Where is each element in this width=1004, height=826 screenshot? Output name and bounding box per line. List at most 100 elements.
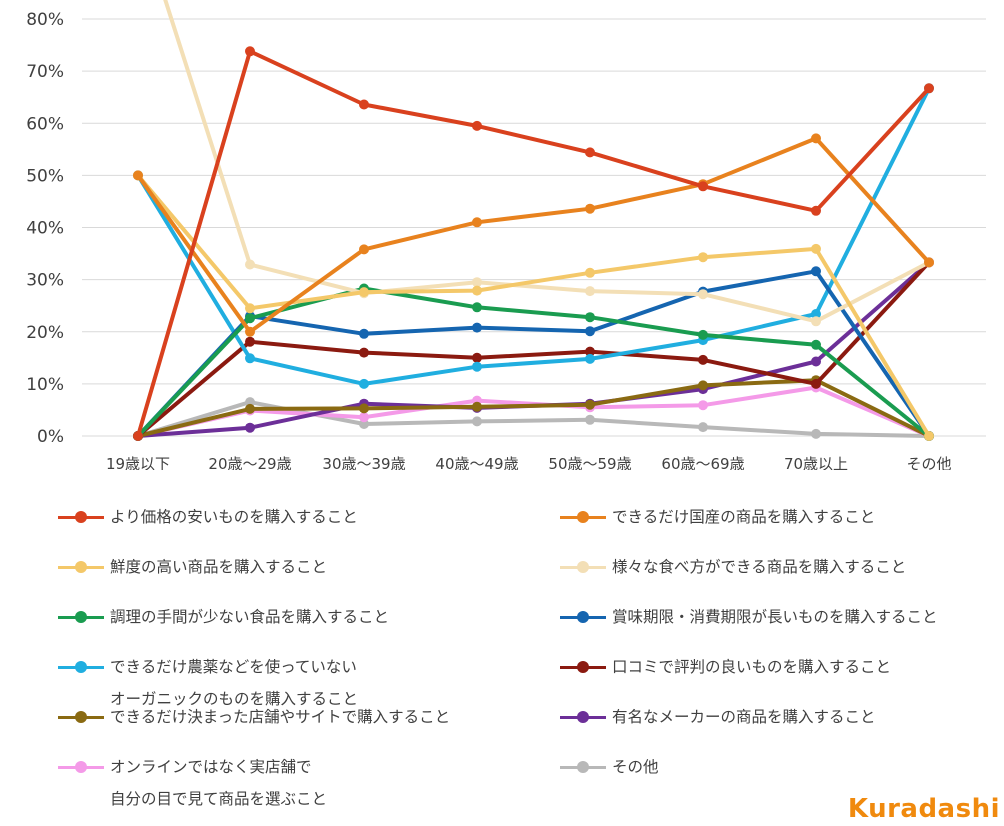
series-line [136, 286, 931, 438]
data-point [245, 313, 255, 324]
data-point [585, 147, 595, 158]
data-point [811, 266, 821, 277]
legend-swatch [560, 707, 606, 727]
legend-item: より価格の安いものを購入すること [58, 507, 358, 527]
data-point [472, 416, 482, 427]
kuradashi-logo: Kuradashi [847, 794, 1000, 824]
legend-label: 様々な食べ方ができる商品を購入すること [612, 558, 907, 576]
legend-label: その他 [612, 758, 659, 776]
data-point [811, 428, 821, 439]
data-point [472, 322, 482, 333]
legend-swatch [58, 707, 104, 727]
legend-swatch [58, 557, 104, 577]
y-tick-label: 30% [26, 271, 64, 291]
legend-swatch [560, 507, 606, 527]
data-point [472, 217, 482, 228]
data-point [245, 403, 255, 414]
data-point [811, 378, 821, 389]
data-point [698, 422, 708, 433]
data-point [585, 267, 595, 278]
data-point [585, 203, 595, 214]
data-point [811, 205, 821, 216]
series-lines [133, 0, 934, 441]
data-point [698, 252, 708, 263]
legend-item: 調理の手間が少ない食品を購入すること [58, 607, 389, 627]
data-point [811, 316, 821, 327]
y-tick-label: 60% [26, 114, 64, 134]
y-tick-label: 20% [26, 323, 64, 343]
series-line [136, 174, 931, 438]
data-point [359, 244, 369, 255]
y-tick-label: 0% [37, 427, 64, 447]
data-point [472, 285, 482, 296]
series-line [137, 400, 930, 438]
y-tick-label: 50% [26, 166, 64, 186]
x-tick-label: 60歳〜69歳 [661, 455, 744, 470]
data-point [698, 354, 708, 365]
data-point [698, 400, 708, 411]
legend-item: 鮮度の高い商品を購入すること [58, 557, 327, 577]
data-point [359, 403, 369, 414]
legend-item: できるだけ農薬などを使っていない オーガニックのものを購入すること [58, 657, 358, 715]
x-tick-label: 70歳以上 [784, 455, 848, 470]
data-point [245, 336, 255, 347]
legend-label: オンラインではなく実店舗で 自分の目で見て商品を選ぶこと [110, 758, 328, 808]
data-point [133, 431, 143, 441]
data-point [359, 347, 369, 358]
legend-swatch [58, 607, 104, 627]
data-point [359, 99, 369, 110]
legend-label: 有名なメーカーの商品を購入すること [612, 708, 876, 726]
data-point [585, 353, 595, 364]
data-point [359, 328, 369, 339]
data-point [585, 414, 595, 425]
series-line [136, 136, 931, 334]
legend-swatch [58, 757, 104, 777]
y-tick-label: 70% [26, 62, 64, 82]
x-tick-label: 19歳以下 [106, 455, 170, 470]
data-point [245, 353, 255, 364]
data-point [924, 431, 934, 441]
data-point [359, 412, 369, 423]
legend-label: できるだけ農薬などを使っていない オーガニックのものを購入すること [110, 658, 359, 708]
data-point [585, 286, 595, 297]
data-point [133, 170, 143, 181]
legend-label: 調理の手間が少ない食品を購入すること [110, 608, 390, 626]
legend-swatch [58, 657, 104, 677]
x-tick-label: 20歳〜29歳 [208, 455, 291, 470]
data-point [811, 309, 821, 319]
data-point [472, 120, 482, 131]
data-point [585, 312, 595, 323]
data-point [698, 380, 708, 391]
series-line [136, 49, 931, 437]
data-point [924, 83, 934, 94]
legend-swatch [560, 557, 606, 577]
data-point [359, 378, 369, 389]
legend-swatch [560, 757, 606, 777]
x-axis-tick-labels: 19歳以下 20歳〜29歳 30歳〜39歳 40歳〜49歳 50歳〜59歳 60歳〜69歳… [106, 455, 952, 470]
x-tick-label: 40歳〜49歳 [435, 455, 518, 470]
legend-label: 賞味期限・消費期限が長いものを購入すること [612, 608, 938, 626]
data-point [472, 361, 482, 372]
data-point [245, 259, 255, 270]
legend-label: 鮮度の高い商品を購入すること [110, 558, 328, 576]
data-point [811, 243, 821, 254]
legend-item: 様々な食べ方ができる商品を購入すること [560, 557, 906, 577]
x-tick-label: 30歳〜39歳 [322, 455, 405, 470]
legend-label: できるだけ決まった店舗やサイトで購入すること [110, 708, 451, 726]
legend-item: 賞味期限・消費期限が長いものを購入すること [560, 607, 938, 627]
data-point [698, 329, 708, 340]
legend-item: オンラインではなく実店舗で 自分の目で見て商品を選ぶこと [58, 757, 327, 815]
y-axis-tick-labels: 0% 10% 20% 30% 40% 50% 60% 70% 80% [26, 10, 64, 447]
series-3 [133, 170, 934, 441]
data-point [585, 326, 595, 337]
data-point [472, 352, 482, 363]
legend-swatch [58, 507, 104, 527]
legend-item: できるだけ国産の商品を購入すること [560, 507, 875, 527]
series-4 [163, 0, 934, 327]
data-point [359, 287, 369, 298]
data-point [811, 356, 821, 367]
legend-item: 有名なメーカーの商品を購入すること [560, 707, 876, 727]
legend-item: できるだけ決まった店舗やサイトで購入すること [58, 707, 450, 727]
data-point [585, 399, 595, 410]
data-point [585, 346, 595, 357]
